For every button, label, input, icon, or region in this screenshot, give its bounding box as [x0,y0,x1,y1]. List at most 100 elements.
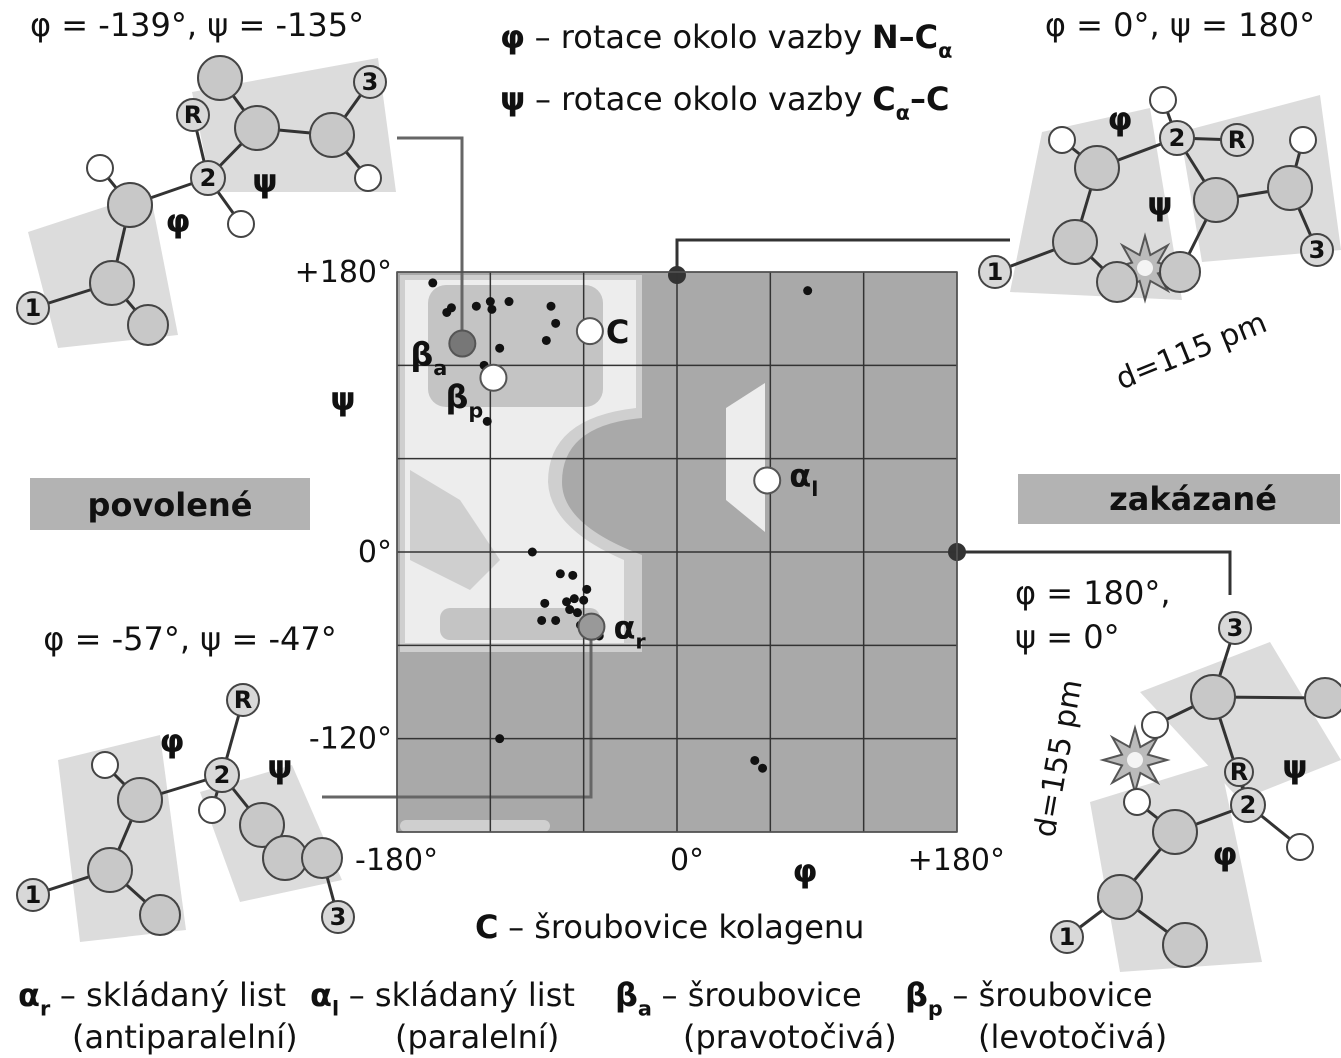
text-part: φ [500,18,525,56]
conformation-marker [578,614,604,640]
clash-core [1137,260,1153,276]
atom-label: 1 [987,258,1004,286]
angle-label: ψ [252,162,277,200]
data-point [542,336,551,345]
atom [1049,127,1075,153]
text-part: –C [910,80,949,118]
data-point [495,734,504,743]
marker-label: C [606,313,629,351]
region-label: zakázané [1109,480,1277,518]
data-point [579,596,588,605]
legend-line: (levotočivá) [978,1018,1167,1056]
atom [1150,87,1176,113]
atom [235,106,279,150]
atom [1191,675,1235,719]
atom-label: R [1230,758,1248,786]
distance-label: d=155 pm [1028,677,1090,840]
data-point [547,302,556,311]
text-part: β [410,336,433,374]
atom-label: 3 [330,903,347,931]
legend-line: αr– skládaný list [18,976,286,1021]
data-point [528,548,537,557]
data-point [750,756,759,765]
atom [263,836,307,880]
text-part: l [811,477,818,501]
atom [140,895,180,935]
y-tick-label: +180° [295,255,392,290]
data-point [758,764,767,773]
text-part: a [433,356,447,380]
conformation-marker [577,318,603,344]
text-part: β [445,378,468,416]
data-point [565,605,574,614]
atom-label: 2 [214,761,231,789]
text-part: l [332,997,339,1021]
text-part: – šroubovice [662,976,862,1014]
data-point [582,585,591,594]
data-point [803,286,812,295]
angle-label: φ [159,722,184,760]
atom [228,211,254,237]
conformation-marker [449,331,475,357]
y-tick-label: -120° [309,722,392,757]
clash-core [1127,752,1143,768]
atom [87,155,113,181]
legend-line: (pravotočivá) [683,1018,897,1056]
legend-line: βa– šroubovice [615,976,862,1021]
text-part: – šroubovice [952,976,1152,1014]
atom [1097,262,1137,302]
atom-label: R [234,686,252,714]
atom [1098,875,1142,919]
conformation-marker [480,365,506,391]
data-point [573,608,582,617]
atom [1268,166,1312,210]
data-point [537,616,546,625]
text-part: α [613,609,635,647]
atom [310,113,354,157]
atom [198,56,242,100]
text-part: C [606,313,629,351]
molecule: 3R21φψ [1051,612,1341,972]
angle-label: φ [1212,835,1237,873]
atom [1153,810,1197,854]
text-part: – rotace okolo vazby [535,80,863,118]
atom-label: 3 [362,68,379,96]
text-part: r [635,629,646,653]
data-point [495,344,504,353]
data-point [486,297,495,306]
figure: -180°0°+180°+180°0°-120°φψβaCβpαlαrφ– ro… [0,0,1341,1058]
legend-line: αl– skládaný list [310,976,575,1021]
distance-label: d=115 pm [1111,305,1272,397]
text-part: α [310,976,332,1014]
data-point [568,571,577,580]
region-label: povolené [88,486,253,524]
conformation-marker [754,467,780,493]
text-part: α [18,976,40,1014]
conformation-caption: φ = -57°, ψ = -47° [43,620,336,658]
atom [1160,252,1200,292]
text-part: – rotace okolo vazby [535,18,863,56]
y-tick-label: 0° [358,535,392,570]
molecule: 12R3φψ [17,684,354,942]
atom [1124,789,1150,815]
text-part: β [615,976,638,1014]
atom [92,752,118,778]
angle-label: φ [1107,100,1132,138]
atom [108,183,152,227]
angle-label: ψ [267,748,292,786]
data-point [570,594,579,603]
atom-label: 1 [25,294,42,322]
atom [118,778,162,822]
text-part: N–C [872,18,938,56]
legend-line: (paralelní) [395,1018,559,1056]
data-point [487,305,496,314]
atom [1163,923,1207,967]
text-part: α [896,101,910,125]
text-part: α [938,39,952,63]
atom [1053,220,1097,264]
text-part: C [872,80,895,118]
angle-label: φ [165,202,190,240]
atom [302,838,342,878]
